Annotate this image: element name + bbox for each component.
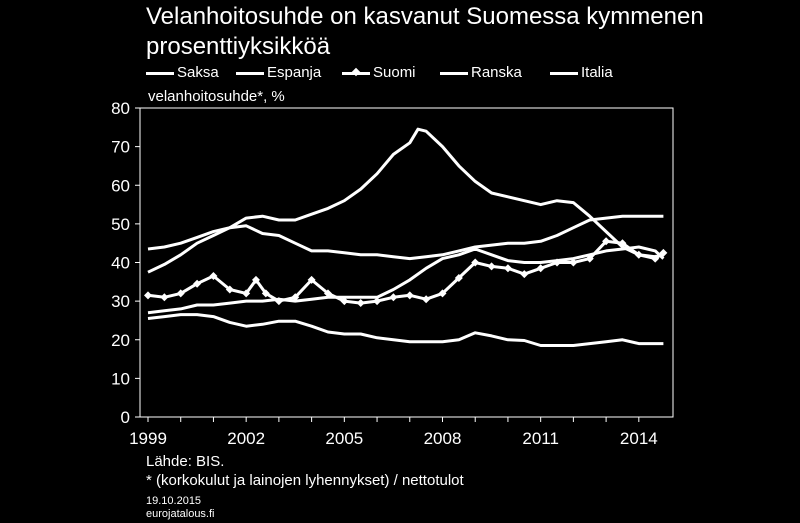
legend-item-italia: Italia — [550, 63, 613, 83]
data-point-diamond — [618, 239, 627, 248]
y-tick-label: 50 — [111, 215, 130, 234]
plot-area — [139, 107, 674, 418]
data-point-diamond — [651, 254, 660, 263]
date-text: 19.10.2015 — [146, 495, 202, 507]
y-tick-label: 10 — [111, 369, 130, 388]
chart-legend: Saksa Espanja Suomi Ranska Italia — [146, 63, 613, 83]
legend-diamond-line-icon — [342, 71, 370, 75]
legend-label: Suomi — [373, 64, 416, 81]
x-tick-label: 2008 — [424, 429, 462, 448]
data-point-diamond — [389, 293, 398, 302]
data-point-diamond — [405, 291, 414, 300]
data-point-diamond — [438, 289, 447, 298]
x-tick-label: 2014 — [620, 429, 658, 448]
x-tick-label: 1999 — [129, 429, 167, 448]
y-tick-label: 70 — [111, 138, 130, 157]
legend-line-icon — [550, 71, 578, 75]
data-point-diamond — [176, 289, 185, 298]
x-tick-label: 2002 — [227, 429, 265, 448]
legend-item-saksa: Saksa — [146, 63, 236, 83]
legend-line-icon — [440, 71, 468, 75]
data-point-diamond — [291, 293, 300, 302]
data-point-diamond — [356, 299, 365, 308]
series-line-suomi — [147, 239, 665, 305]
series-line-italia — [147, 214, 664, 261]
data-point-diamond — [340, 297, 349, 306]
legend-label: Espanja — [267, 64, 322, 81]
data-point-diamond — [454, 273, 463, 282]
data-point-diamond — [536, 264, 545, 273]
y-tick-label: 40 — [111, 254, 130, 273]
data-point-diamond — [251, 275, 260, 284]
data-point-diamond — [261, 289, 270, 298]
data-point-diamond — [634, 250, 643, 259]
source-text: Lähde: BIS. — [146, 453, 225, 470]
data-point-diamond — [144, 291, 152, 300]
x-tick-label: 2011 — [522, 429, 559, 448]
legend-label: Ranska — [471, 64, 522, 81]
data-point-diamond — [160, 293, 169, 302]
legend-item-suomi: Suomi — [342, 63, 440, 83]
legend-line-icon — [146, 71, 174, 75]
x-tick-label: 2005 — [325, 429, 363, 448]
legend-item-espanja: Espanja — [236, 63, 342, 83]
data-point-diamond — [602, 237, 611, 246]
data-point-diamond — [569, 258, 578, 267]
data-point-diamond — [422, 295, 431, 304]
legend-label: Italia — [581, 64, 613, 81]
data-point-diamond — [520, 270, 529, 279]
legend-item-ranska: Ranska — [440, 63, 550, 83]
data-point-diamond — [225, 285, 234, 294]
site-text: eurojatalous.fi — [146, 508, 215, 520]
y-tick-label: 60 — [111, 176, 130, 195]
chart-title: Velanhoitosuhde on kasvanut Suomessa kym… — [146, 3, 704, 60]
y-axis-label: velanhoitosuhde*, % — [148, 88, 285, 105]
series-line-espanja — [147, 127, 664, 274]
data-point-diamond — [193, 279, 202, 288]
data-point-diamond — [209, 272, 218, 281]
data-point-diamond — [323, 289, 332, 298]
footnote-text: * (korkokulut ja lainojen lyhennykset) /… — [146, 472, 464, 489]
data-point-diamond — [487, 262, 496, 271]
y-tick-label: 0 — [121, 408, 130, 427]
y-tick-label: 80 — [111, 99, 130, 118]
legend-line-icon — [236, 71, 264, 75]
y-tick-label: 20 — [111, 331, 130, 350]
data-point-diamond — [503, 264, 512, 273]
series-line-saksa — [147, 313, 664, 347]
legend-label: Saksa — [177, 64, 219, 81]
data-point-diamond — [307, 275, 316, 284]
data-point-diamond — [471, 258, 480, 267]
data-point-diamond — [373, 297, 382, 306]
data-point-diamond — [242, 289, 251, 298]
series-line-ranska — [147, 245, 665, 315]
y-tick-label: 30 — [111, 292, 130, 311]
